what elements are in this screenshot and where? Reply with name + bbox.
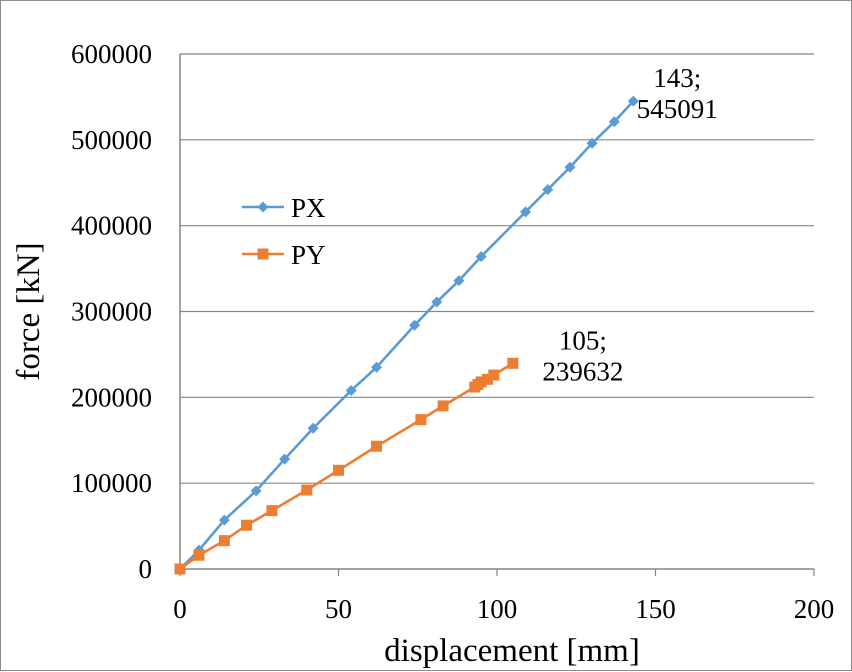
grid-lines xyxy=(180,53,814,484)
data-point-px xyxy=(250,485,262,497)
legend: PX PY xyxy=(242,193,326,270)
data-point-py xyxy=(475,376,487,388)
x-axis-title: displacement [mm] xyxy=(384,633,640,669)
x-tick-label: 200 xyxy=(794,594,835,624)
data-label: 105; xyxy=(559,325,607,355)
series-line-px xyxy=(179,100,635,570)
data-point-py xyxy=(218,535,230,547)
x-tick-label: 50 xyxy=(325,594,352,624)
x-tick-label: 100 xyxy=(477,594,518,624)
data-point-px xyxy=(345,384,357,396)
series-px xyxy=(174,95,639,575)
data-point-px xyxy=(564,161,576,173)
legend-marker-px xyxy=(257,201,269,213)
data-point-py xyxy=(481,373,493,385)
data-point-py xyxy=(266,505,278,517)
data-point-py xyxy=(241,519,253,531)
x-tick-label: 0 xyxy=(173,594,187,624)
annotation-layer: 143;545091 105;239632 xyxy=(542,63,717,386)
data-point-px xyxy=(431,296,443,308)
data-point-py xyxy=(507,357,519,369)
data-point-px xyxy=(279,453,291,465)
data-point-px xyxy=(542,184,554,196)
data-point-px xyxy=(520,206,532,218)
y-tick-label: 400000 xyxy=(71,211,152,241)
legend-label-px: PX xyxy=(291,193,326,223)
data-point-px xyxy=(409,319,421,331)
series-py xyxy=(174,357,519,575)
data-point-px xyxy=(453,275,465,287)
data-point-py xyxy=(333,464,344,476)
legend-item-px: PX xyxy=(242,193,326,223)
data-point-px xyxy=(218,514,230,526)
data-point-px xyxy=(627,95,639,107)
legend-label-py: PY xyxy=(291,240,326,270)
data-label: 239632 xyxy=(542,356,623,386)
legend-item-py: PY xyxy=(242,240,326,270)
data-point-py xyxy=(174,563,186,575)
y-tick-label: 600000 xyxy=(71,39,152,69)
y-tick-label: 500000 xyxy=(71,125,152,155)
legend-marker-py xyxy=(257,248,269,260)
series-layer xyxy=(174,95,639,575)
data-point-py xyxy=(488,369,500,381)
data-point-px xyxy=(475,251,487,263)
data-point-py xyxy=(415,414,427,426)
y-tick-labels: 0 100000 200000 300000 400000 500000 600000 xyxy=(71,39,152,584)
data-point-py xyxy=(371,440,383,452)
x-tick-labels: 0 50 100 150 200 xyxy=(173,569,834,624)
data-point-px xyxy=(307,422,319,434)
data-label: 545091 xyxy=(637,94,718,124)
data-point-px xyxy=(371,361,383,373)
data-label: 143; xyxy=(653,63,701,93)
data-point-py xyxy=(193,549,205,561)
y-tick-label: 200000 xyxy=(71,382,152,412)
x-tick-label: 150 xyxy=(635,594,676,624)
data-point-px xyxy=(608,116,620,128)
data-point-py xyxy=(437,400,449,412)
y-tick-label: 0 xyxy=(139,554,153,584)
y-tick-label: 300000 xyxy=(71,297,152,327)
data-point-py xyxy=(301,484,313,496)
data-point-px xyxy=(586,137,598,149)
y-axis-title: force [kN] xyxy=(11,242,47,380)
y-tick-label: 100000 xyxy=(71,468,152,498)
